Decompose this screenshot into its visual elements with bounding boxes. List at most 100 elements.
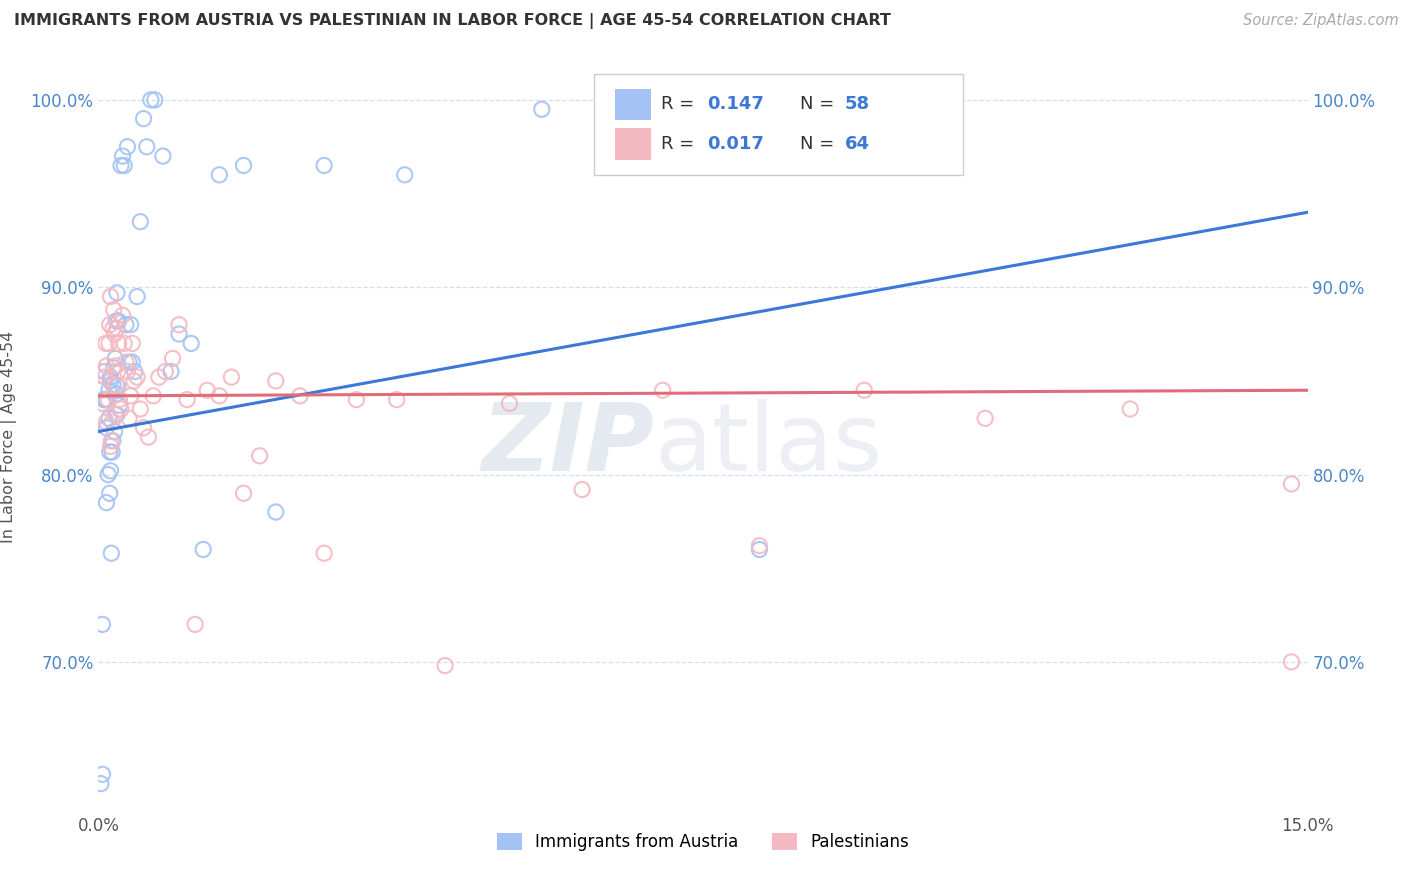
Point <box>249 449 271 463</box>
Point <box>118 411 141 425</box>
Point <box>112 336 135 351</box>
Text: IMMIGRANTS FROM AUSTRIA VS PALESTINIAN IN LABOR FORCE | AGE 45-54 CORRELATION CH: IMMIGRANTS FROM AUSTRIA VS PALESTINIAN I… <box>14 13 891 29</box>
Point <box>112 159 135 173</box>
Point <box>94 336 117 351</box>
Point <box>100 440 122 454</box>
Point <box>101 445 124 459</box>
Point <box>100 289 122 303</box>
Point <box>288 389 311 403</box>
Text: 64: 64 <box>845 135 869 153</box>
Point <box>651 384 673 398</box>
Point <box>193 542 215 557</box>
Text: N =: N = <box>800 95 839 113</box>
Point <box>314 159 336 173</box>
Point <box>100 434 122 448</box>
Point <box>180 336 202 351</box>
Point <box>103 360 125 375</box>
Point <box>97 392 120 407</box>
Point <box>120 318 142 332</box>
Point <box>148 370 170 384</box>
Point <box>105 285 128 300</box>
Point <box>264 374 287 388</box>
Point <box>97 411 120 425</box>
Point <box>974 411 997 425</box>
Point <box>105 321 128 335</box>
Bar <box>614 128 651 160</box>
Point <box>96 392 118 407</box>
Point <box>748 542 770 557</box>
Point <box>142 389 165 403</box>
Point <box>107 336 129 351</box>
Point <box>264 505 287 519</box>
Point <box>101 434 124 448</box>
Point <box>97 467 120 482</box>
Point <box>107 379 129 393</box>
Point <box>124 365 146 379</box>
Point <box>530 102 553 116</box>
Point <box>94 392 117 407</box>
Point <box>110 159 132 173</box>
Point <box>91 365 114 379</box>
Point <box>1281 477 1303 491</box>
Point <box>101 415 124 429</box>
Text: N =: N = <box>800 135 839 153</box>
Point <box>498 396 520 410</box>
Point <box>101 321 124 335</box>
Point <box>108 398 131 412</box>
Point <box>107 365 129 379</box>
Text: 58: 58 <box>845 95 869 113</box>
Point <box>195 384 218 398</box>
Point <box>104 408 127 422</box>
Point <box>90 384 112 398</box>
Point <box>571 483 593 497</box>
Point <box>96 415 118 429</box>
Legend: Immigrants from Austria, Palestinians: Immigrants from Austria, Palestinians <box>489 825 917 860</box>
Point <box>121 355 143 369</box>
Point <box>748 539 770 553</box>
Point <box>100 464 122 478</box>
Point <box>221 370 243 384</box>
Point <box>129 214 152 228</box>
Point <box>314 546 336 560</box>
Point <box>135 140 157 154</box>
Point <box>114 318 136 332</box>
Point <box>160 365 183 379</box>
Point <box>117 365 139 379</box>
Text: R =: R = <box>661 135 700 153</box>
Point <box>132 112 155 126</box>
Point <box>208 168 231 182</box>
Point <box>96 496 118 510</box>
Point <box>132 421 155 435</box>
Text: 0.017: 0.017 <box>707 135 763 153</box>
Point <box>167 318 190 332</box>
Text: 0.147: 0.147 <box>707 95 763 113</box>
Y-axis label: In Labor Force | Age 45-54: In Labor Force | Age 45-54 <box>0 331 17 543</box>
Point <box>120 389 142 403</box>
Point <box>117 140 139 154</box>
Point <box>91 617 114 632</box>
Bar <box>614 88 651 120</box>
Point <box>118 355 141 369</box>
Point <box>103 327 125 342</box>
Point <box>104 351 127 366</box>
Point <box>98 486 121 500</box>
Text: Source: ZipAtlas.com: Source: ZipAtlas.com <box>1243 13 1399 29</box>
Point <box>394 168 416 182</box>
Point <box>105 314 128 328</box>
Point <box>385 392 408 407</box>
Point <box>97 336 120 351</box>
Point <box>96 359 118 373</box>
Point <box>155 365 177 379</box>
Point <box>103 302 125 317</box>
Point <box>96 421 118 435</box>
Point <box>105 408 128 422</box>
Point <box>114 355 136 369</box>
Point <box>853 384 876 398</box>
Point <box>90 776 112 791</box>
Point <box>93 392 115 407</box>
Point <box>1119 402 1142 417</box>
Point <box>100 546 122 560</box>
Point <box>127 289 149 303</box>
Point <box>121 336 143 351</box>
Point <box>139 93 162 107</box>
